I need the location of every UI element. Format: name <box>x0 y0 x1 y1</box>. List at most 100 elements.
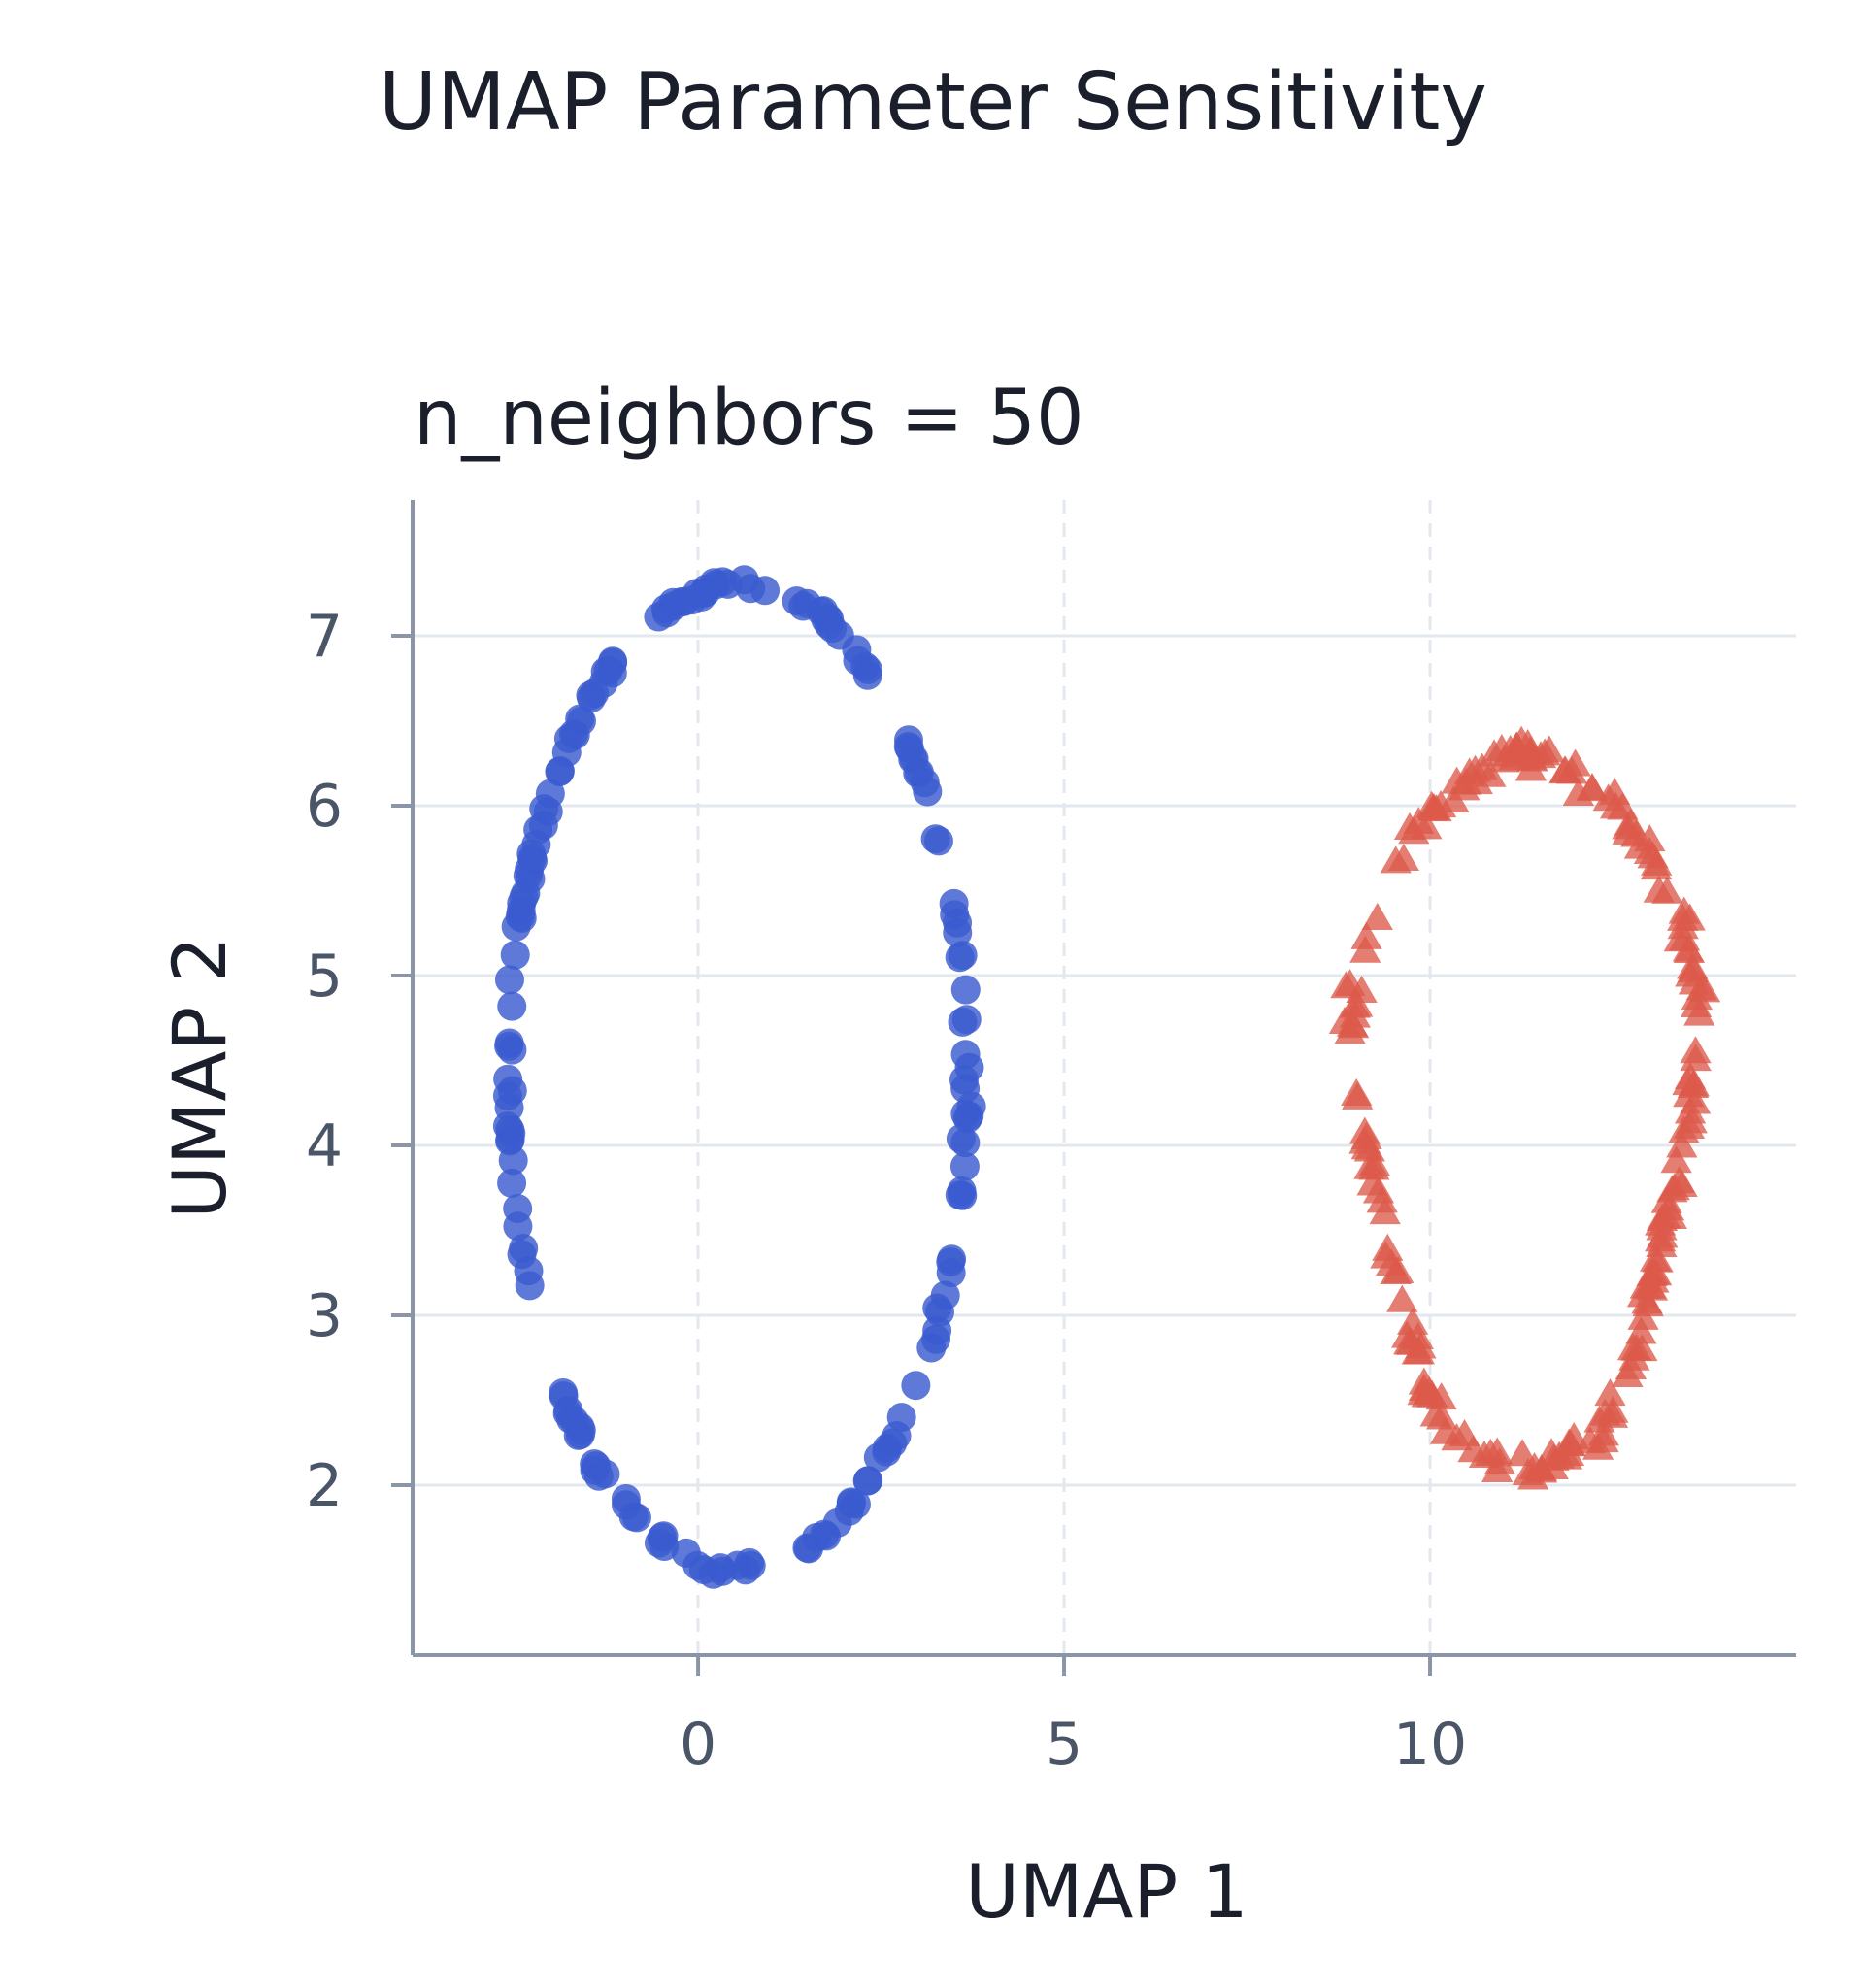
triangle-point <box>1663 1166 1695 1194</box>
triangle-point <box>1402 1321 1434 1349</box>
triangle-point <box>1625 1316 1657 1344</box>
circle-point <box>782 586 812 616</box>
triangle-point <box>1639 1243 1672 1272</box>
grid-lines <box>413 500 1796 1655</box>
triangle-point <box>1398 816 1430 845</box>
circle-point <box>910 768 940 798</box>
circle-point <box>886 1403 916 1433</box>
triangle-point <box>1668 896 1700 924</box>
triangle-point <box>1372 1233 1404 1261</box>
triangle-point <box>1676 1106 1708 1134</box>
triangle-point <box>1562 778 1594 807</box>
circle-point <box>552 1398 582 1428</box>
circle-point <box>509 1234 539 1264</box>
circle-point <box>843 646 873 676</box>
triangle-point <box>1414 1376 1446 1405</box>
circle-point <box>731 1555 761 1585</box>
triangle-point <box>1641 847 1673 876</box>
circle-point <box>930 1280 960 1310</box>
axes <box>391 500 1796 1676</box>
triangle-point <box>1581 1432 1614 1460</box>
circle-point <box>945 943 975 973</box>
circle-point <box>497 1168 527 1198</box>
triangle-point <box>1683 998 1715 1026</box>
circle-point <box>647 1522 677 1552</box>
triangle-point <box>1675 959 1707 987</box>
chart-title: UMAP Parameter Sensitivity <box>379 56 1487 149</box>
triangle-point <box>1681 982 1713 1011</box>
y-axis-label: UMAP 2 <box>156 936 243 1219</box>
circle-point <box>677 585 707 615</box>
triangle-point <box>1651 876 1683 904</box>
triangle-point <box>1339 990 1371 1018</box>
circle-point <box>950 975 981 1005</box>
triangle-point <box>1533 735 1565 763</box>
triangle-point <box>1481 1454 1514 1483</box>
circle-point <box>708 1556 738 1586</box>
circle-point <box>580 679 610 709</box>
circle-point <box>503 1193 533 1223</box>
x-tick-label: 0 <box>680 1710 716 1778</box>
circle-point <box>521 829 551 859</box>
triangle-point <box>1342 1081 1374 1110</box>
circle-point <box>936 1247 966 1277</box>
circle-point <box>901 1371 931 1401</box>
triangle-point <box>1666 1130 1698 1158</box>
circle-point <box>863 1442 893 1473</box>
triangle-point <box>1330 971 1362 999</box>
circle-point <box>580 1449 610 1479</box>
circle-point <box>954 1052 984 1082</box>
circle-point <box>950 1128 981 1158</box>
triangle-point <box>1634 1271 1667 1299</box>
triangle-point <box>1361 902 1393 930</box>
triangle-point <box>1468 1440 1501 1468</box>
circle-point <box>943 917 973 947</box>
circle-point <box>736 574 766 604</box>
circle-point <box>535 779 565 809</box>
circle-point <box>916 1333 947 1363</box>
data-points <box>492 565 1721 1589</box>
y-tick-label: 2 <box>306 1452 343 1520</box>
triangle-point <box>1674 1061 1707 1090</box>
circle-point <box>923 826 953 856</box>
triangle-point <box>1543 1441 1576 1469</box>
triangle-point <box>1369 1197 1401 1225</box>
circle-point <box>511 878 541 909</box>
triangle-point <box>1336 1009 1369 1037</box>
triangle-point <box>1549 755 1581 783</box>
triangle-point <box>1599 777 1631 806</box>
triangle-point <box>1516 744 1548 772</box>
triangle-point <box>1478 739 1511 767</box>
circle-point <box>494 965 524 995</box>
triangle-point <box>1594 1378 1626 1407</box>
triangle-point <box>1350 921 1382 949</box>
triangle-point <box>1612 817 1644 845</box>
y-tick-label: 4 <box>306 1112 343 1180</box>
x-tick-label: 10 <box>1393 1710 1467 1778</box>
circle-point <box>699 568 729 598</box>
triangle-point <box>1387 844 1420 872</box>
circle-point <box>498 1145 528 1176</box>
triangle-point <box>1680 1036 1712 1064</box>
circle-point <box>590 656 620 686</box>
triangle-point <box>1620 1333 1652 1361</box>
circle-point <box>948 1180 978 1210</box>
circle-point <box>853 1466 883 1496</box>
triangle-point <box>1448 773 1481 801</box>
triangle-point <box>1380 1256 1412 1285</box>
triangle-point <box>1660 1145 1692 1174</box>
circle-point <box>501 911 531 942</box>
y-tick-label: 5 <box>306 943 343 1011</box>
circle-point <box>810 1519 840 1549</box>
y-tick-label: 6 <box>306 773 343 841</box>
triangle-point <box>1506 1439 1539 1467</box>
triangle-point <box>1426 1402 1458 1430</box>
triangle-point <box>1599 791 1632 819</box>
circle-point <box>611 1490 641 1520</box>
circle-point <box>515 1271 545 1301</box>
triangle-point <box>1614 1351 1648 1379</box>
circle-point <box>551 738 582 768</box>
circle-point <box>951 1005 982 1035</box>
x-axis-label: UMAP 1 <box>965 1848 1248 1935</box>
